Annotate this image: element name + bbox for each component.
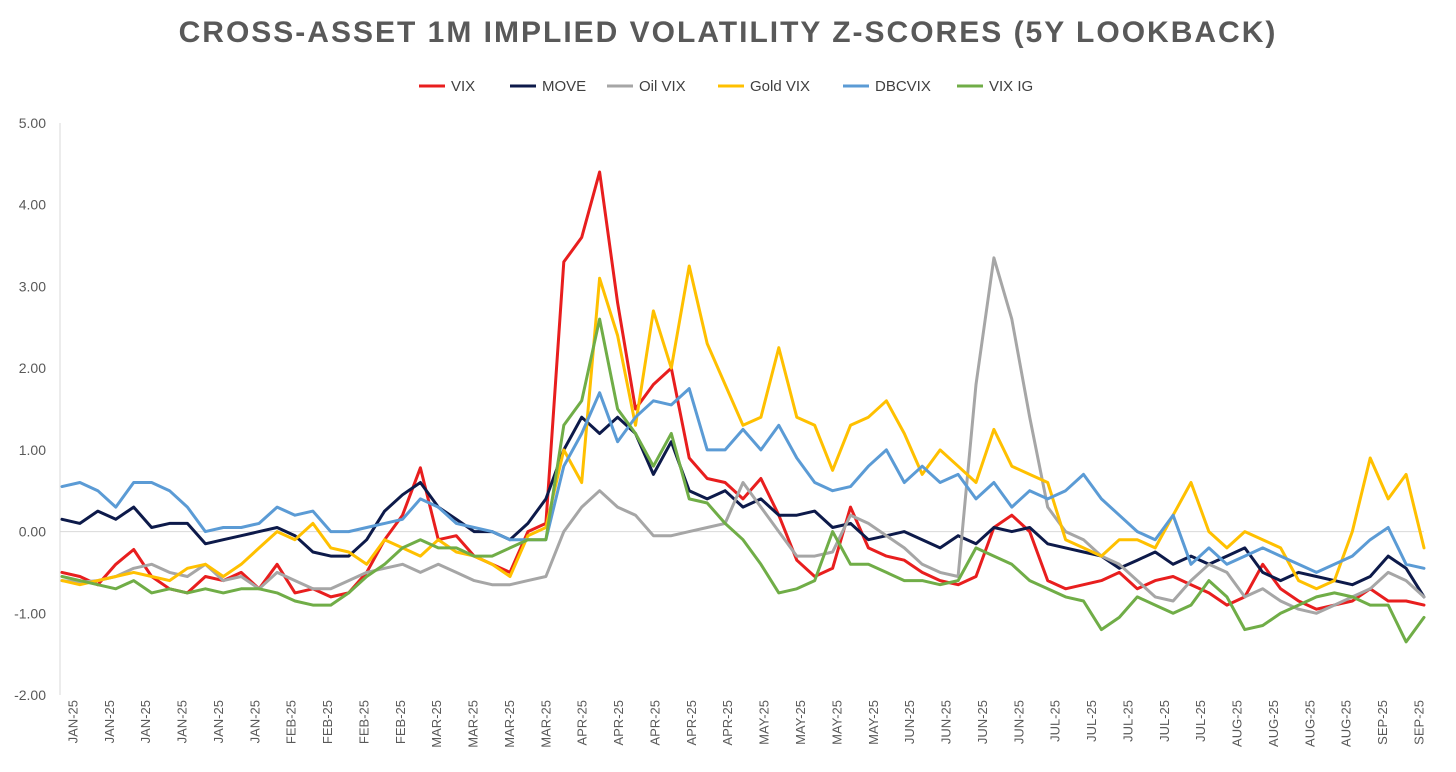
x-tick-label: AUG-25 <box>1339 700 1354 747</box>
x-tick-label: APR-25 <box>611 700 626 746</box>
legend-label-gold-vix: Gold VIX <box>750 78 810 95</box>
x-tick-label: AUG-25 <box>1302 700 1317 747</box>
x-tick-label: JAN-25 <box>65 700 80 743</box>
x-tick-label: SEP-25 <box>1411 700 1426 745</box>
x-tick-label: MAR-25 <box>429 700 444 748</box>
x-tick-label: APR-25 <box>720 700 735 746</box>
y-tick-label: 3.00 <box>19 278 46 294</box>
x-tick-label: SEP-25 <box>1375 700 1390 745</box>
legend-label-vix-ig: VIX IG <box>989 78 1033 95</box>
chart-title: CROSS-ASSET 1M IMPLIED VOLATILITY Z-SCOR… <box>178 16 1278 49</box>
y-tick-label: 1.00 <box>19 442 46 458</box>
series-line-oil-vix <box>60 256 1426 615</box>
legend-label-vix: VIX <box>451 78 475 95</box>
x-tick-label: MAY-25 <box>793 700 808 745</box>
x-tick-label: JUL-25 <box>1193 700 1208 742</box>
series-line-vix-ig <box>60 317 1426 644</box>
y-tick-label: 0.00 <box>19 524 46 540</box>
y-tick-label: -1.00 <box>14 605 46 621</box>
series-line-vix <box>60 170 1426 611</box>
x-tick-label: JUN-25 <box>902 700 917 744</box>
x-tick-label: JUN-25 <box>1011 700 1026 744</box>
x-tick-label: MAR-25 <box>502 700 517 748</box>
y-tick-label: 5.00 <box>19 115 46 131</box>
x-tick-label: JUL-25 <box>1048 700 1063 742</box>
x-tick-label: JAN-25 <box>247 700 262 743</box>
x-tick-label: APR-25 <box>647 700 662 746</box>
x-tick-label: JAN-25 <box>211 700 226 743</box>
x-tick-label: JUL-25 <box>1084 700 1099 742</box>
series-line-gold-vix <box>60 264 1426 591</box>
x-tick-label: JUL-25 <box>1120 700 1135 742</box>
x-tick-label: JUN-25 <box>939 700 954 744</box>
x-tick-label: MAY-25 <box>757 700 772 745</box>
x-tick-label: JAN-25 <box>138 700 153 743</box>
x-tick-label: MAY-25 <box>829 700 844 745</box>
x-tick-label: FEB-25 <box>393 700 408 744</box>
x-tick-label: MAR-25 <box>538 700 553 748</box>
legend-label-move: MOVE <box>542 78 586 95</box>
x-tick-label: MAY-25 <box>866 700 881 745</box>
y-tick-label: -2.00 <box>14 687 46 703</box>
x-tick-label: FEB-25 <box>356 700 371 744</box>
x-tick-label: JAN-25 <box>102 700 117 743</box>
x-tick-label: MAR-25 <box>466 700 481 748</box>
x-tick-label: JUN-25 <box>975 700 990 744</box>
x-tick-label: APR-25 <box>575 700 590 746</box>
x-tick-label: JUL-25 <box>1157 700 1172 742</box>
x-tick-label: AUG-25 <box>1230 700 1245 747</box>
x-tick-label: AUG-25 <box>1266 700 1281 747</box>
y-tick-label: 4.00 <box>19 197 46 213</box>
y-tick-label: 2.00 <box>19 360 46 376</box>
x-tick-label: FEB-25 <box>284 700 299 744</box>
x-tick-label: JAN-25 <box>175 700 190 743</box>
x-tick-label: APR-25 <box>684 700 699 746</box>
series-line-dbcvix <box>60 387 1426 574</box>
x-tick-label: FEB-25 <box>320 700 335 744</box>
legend-label-oil-vix: Oil VIX <box>639 78 686 95</box>
legend-label-dbcvix: DBCVIX <box>875 78 931 95</box>
